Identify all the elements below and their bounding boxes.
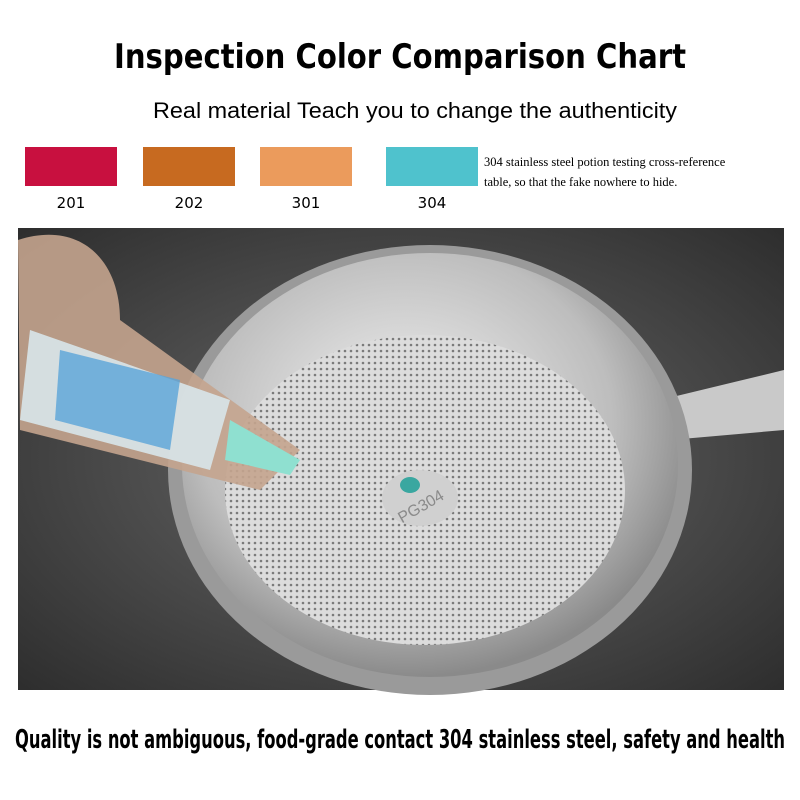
swatch-label: 202	[175, 194, 204, 212]
swatch-label: 301	[292, 194, 321, 212]
product-photo: PG304	[18, 228, 784, 695]
color-swatch	[25, 147, 117, 186]
color-swatch	[260, 147, 352, 186]
swatch-label: 201	[57, 194, 86, 212]
swatch-row: 201 202 301 304	[25, 147, 478, 212]
color-swatch	[143, 147, 235, 186]
subtitle: Real material Teach you to change the au…	[153, 98, 677, 123]
note-line: table, so that the fake nowhere to hide.	[484, 175, 677, 189]
bottle-tip	[225, 420, 300, 475]
pan-handle	[660, 370, 784, 440]
note-line: 304 stainless steel potion testing cross…	[484, 155, 726, 169]
test-drop	[400, 477, 420, 493]
swatch-label: 304	[418, 194, 447, 212]
color-swatch	[386, 147, 478, 186]
bottle-label	[55, 350, 180, 450]
title: Inspection Color Comparison Chart	[114, 37, 686, 77]
caption: Quality is not ambiguous, food-grade con…	[15, 725, 785, 755]
